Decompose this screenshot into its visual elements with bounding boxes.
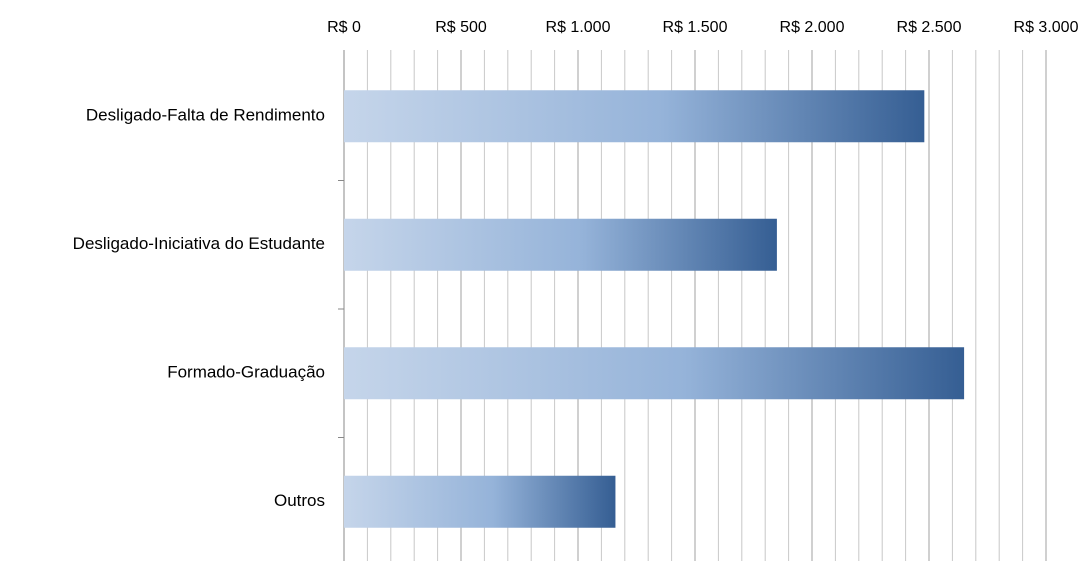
x-tick-label: R$ 1.000 — [546, 19, 611, 36]
y-tick-label: Desligado-Falta de Rendimento — [86, 106, 325, 125]
y-tick-label: Outros — [274, 491, 325, 510]
x-tick-label: R$ 500 — [435, 19, 487, 36]
bar — [344, 475, 616, 528]
bar — [344, 218, 777, 271]
x-tick-label: R$ 0 — [327, 19, 361, 36]
x-tick-label: R$ 2.000 — [780, 19, 845, 36]
y-tick-label: Desligado-Iniciativa do Estudante — [73, 234, 325, 253]
bar — [344, 90, 925, 143]
x-tick-label: R$ 2.500 — [897, 19, 962, 36]
x-tick-label: R$ 1.500 — [663, 19, 728, 36]
x-tick-label: R$ 3.000 — [1014, 19, 1079, 36]
bar — [344, 347, 965, 400]
y-tick-label: Formado-Graduação — [167, 363, 325, 382]
